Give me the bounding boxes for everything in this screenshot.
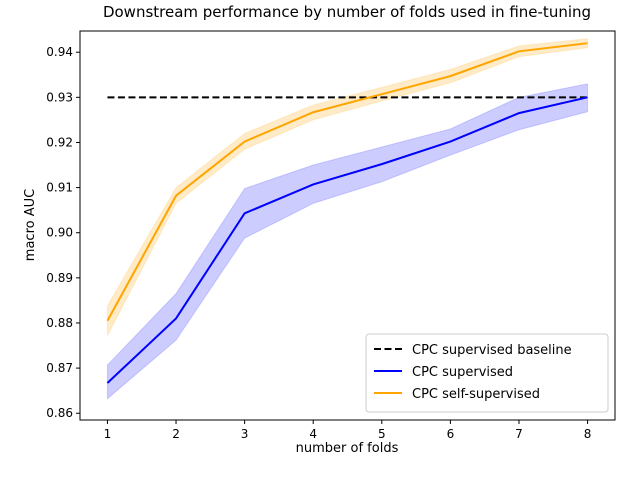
y-tick-label: 0.93 [46, 90, 73, 104]
y-tick-label: 0.89 [46, 271, 73, 285]
x-tick-label: 1 [104, 427, 112, 441]
x-tick-label: 7 [515, 427, 523, 441]
x-tick-label: 6 [447, 427, 455, 441]
x-tick-label: 4 [309, 427, 317, 441]
y-tick-label: 0.86 [46, 406, 73, 420]
legend-label: CPC supervised [412, 365, 513, 380]
x-tick-label: 3 [241, 427, 249, 441]
legend-box [365, 333, 609, 413]
y-axis-label: macro AUC [23, 189, 38, 261]
y-tick-label: 0.94 [46, 45, 73, 59]
confidence-band [106, 83, 589, 400]
legend-label: CPC supervised baseline [412, 343, 572, 358]
y-tick-label: 0.92 [46, 135, 73, 149]
confidence-band [106, 38, 589, 336]
y-tick-label: 0.88 [46, 316, 73, 330]
x-tick-label: 8 [584, 427, 592, 441]
x-tick-label: 5 [378, 427, 386, 441]
series-line [106, 42, 588, 322]
y-tick-label: 0.90 [46, 226, 73, 240]
series-line [106, 96, 588, 384]
legend: CPC supervised baseline CPC supervised CPC… [365, 333, 609, 413]
y-tick-label: 0.87 [46, 361, 73, 375]
chart-title: Downstream performance by number of fold… [103, 3, 591, 21]
y-tick-label: 0.91 [46, 181, 73, 195]
x-tick-label: 2 [172, 427, 180, 441]
plot-frame [79, 30, 616, 421]
x-axis-label: number of folds [296, 441, 399, 456]
legend-label: CPC self-supervised [412, 387, 540, 402]
